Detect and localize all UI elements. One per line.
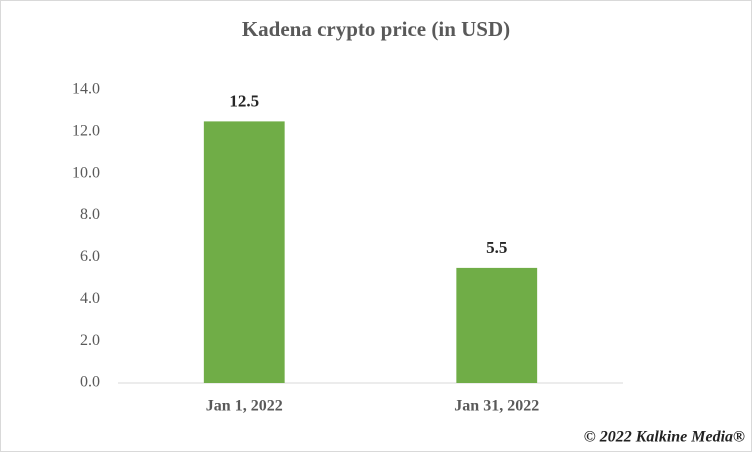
data-label: 12.5 bbox=[229, 91, 259, 110]
x-tick-label: Jan 31, 2022 bbox=[454, 398, 539, 415]
y-tick-label: 12.0 bbox=[72, 123, 100, 140]
y-tick-label: 8.0 bbox=[80, 206, 100, 223]
y-tick-label: 4.0 bbox=[80, 290, 100, 307]
chart-title: Kadena crypto price (in USD) bbox=[242, 17, 510, 41]
bar bbox=[456, 267, 538, 383]
y-tick-label: 14.0 bbox=[72, 81, 100, 98]
bar bbox=[203, 121, 285, 384]
x-tick-label: Jan 1, 2022 bbox=[206, 398, 283, 415]
y-tick-label: 0.0 bbox=[80, 374, 100, 391]
y-tick-label: 6.0 bbox=[80, 248, 100, 265]
y-tick-label: 10.0 bbox=[72, 164, 100, 181]
watermark: © 2022 Kalkine Media® bbox=[584, 429, 745, 446]
data-label: 5.5 bbox=[486, 238, 507, 257]
y-tick-label: 2.0 bbox=[80, 332, 100, 349]
